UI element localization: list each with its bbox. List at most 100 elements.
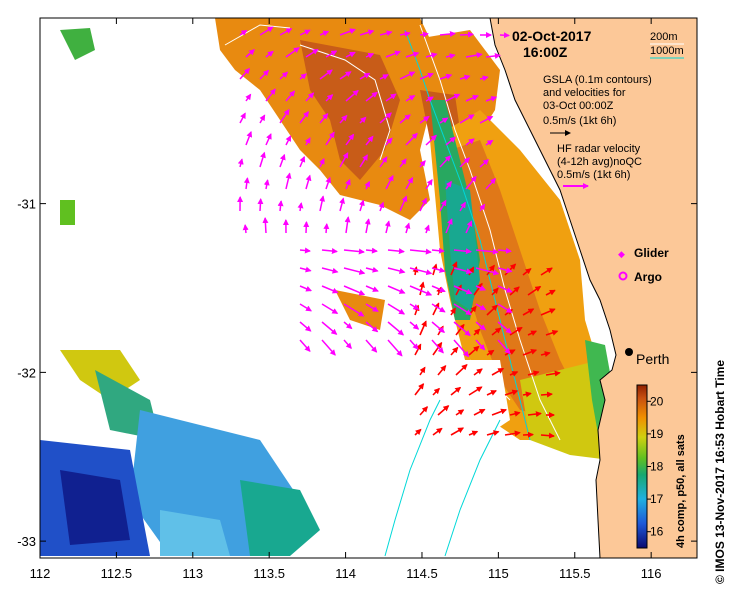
gsla-arrow bbox=[385, 93, 397, 102]
gsla-arrow bbox=[325, 176, 332, 190]
hf-arrow bbox=[473, 408, 486, 416]
gsla-arrow bbox=[299, 285, 312, 292]
gsla-arrow bbox=[475, 321, 486, 331]
gsla-arrow bbox=[387, 321, 405, 336]
gsla-arrow bbox=[359, 154, 368, 168]
gsla-arrow bbox=[379, 112, 392, 124]
gsla-arrow bbox=[319, 30, 330, 37]
hf-arrow bbox=[419, 406, 429, 416]
gsla-arrow bbox=[399, 158, 407, 168]
gsla-scale: 0.5m/s (1kt 6h) bbox=[543, 115, 616, 127]
gsla-arrow bbox=[419, 72, 434, 80]
gsla-arrow bbox=[345, 51, 356, 58]
hf-arrow bbox=[473, 368, 483, 376]
glider-icon: ◆ bbox=[618, 250, 625, 260]
gsla-arrow bbox=[365, 266, 379, 273]
x-tick-label: 113.5 bbox=[253, 566, 285, 581]
gsla-arrow bbox=[399, 31, 411, 37]
hf-arrow bbox=[486, 390, 497, 396]
gsla-arrow bbox=[279, 108, 290, 124]
x-tick-label: 115 bbox=[488, 566, 509, 581]
gsla-arrow bbox=[497, 247, 512, 254]
gsla-arrow bbox=[263, 179, 270, 190]
hf-arrow bbox=[455, 284, 462, 296]
gsla-arrow bbox=[431, 321, 446, 333]
gsla-arrow bbox=[378, 201, 385, 212]
hf-arrow bbox=[540, 267, 553, 276]
gsla-arrow bbox=[299, 73, 307, 80]
gsla-arrow bbox=[259, 114, 266, 124]
hf-arrow bbox=[486, 264, 495, 276]
gsla-arrow bbox=[445, 53, 456, 60]
gsla-arrow bbox=[439, 117, 449, 124]
gsla-arrow bbox=[285, 135, 292, 146]
gsla-arrow bbox=[343, 303, 365, 317]
gsla-arrow bbox=[285, 172, 292, 190]
x-tick-label: 116 bbox=[641, 566, 662, 581]
hf-arrow bbox=[473, 328, 481, 336]
gsla-arrow bbox=[257, 198, 264, 212]
info-legend: GSLA (0.1m contours) and velocities for … bbox=[543, 74, 652, 189]
gsla-arrow bbox=[305, 174, 312, 190]
gsla-arrow bbox=[459, 74, 471, 81]
gsla-arrow bbox=[497, 321, 512, 334]
gsla-arrow bbox=[399, 114, 411, 124]
hf-arrow bbox=[432, 427, 443, 436]
hf-arrow bbox=[432, 387, 440, 396]
gsla-arrow bbox=[299, 29, 311, 36]
gsla-arrow bbox=[239, 67, 251, 80]
gsla-arrow bbox=[321, 285, 339, 294]
hf-arrow bbox=[486, 430, 500, 436]
hf-arrow bbox=[437, 405, 450, 416]
gsla-arrow bbox=[453, 285, 473, 295]
hf-arrow bbox=[455, 323, 465, 336]
gsla-arrow bbox=[485, 52, 501, 59]
hf-arrow bbox=[509, 286, 520, 296]
gsla-arrow bbox=[479, 203, 486, 212]
gsla-arrow bbox=[497, 303, 513, 314]
gsla-arrow bbox=[439, 199, 447, 212]
hf-arrow bbox=[545, 329, 559, 336]
gsla-velocity-arrows bbox=[237, 26, 513, 358]
gsla-arrow bbox=[299, 266, 312, 273]
gsla-arrow bbox=[409, 321, 420, 330]
gsla-arrow bbox=[453, 339, 470, 358]
gsla-arrow bbox=[384, 220, 391, 234]
gsla-arrow bbox=[409, 303, 420, 310]
hf-arrow bbox=[545, 289, 556, 296]
x-tick-label: 113 bbox=[182, 566, 203, 581]
gsla-arrow bbox=[459, 201, 466, 212]
gsla-arrow bbox=[405, 176, 414, 190]
hf-arrow bbox=[486, 304, 498, 316]
gsla-arrow bbox=[339, 114, 348, 124]
hf-arrow bbox=[540, 432, 555, 439]
gsla-arrow bbox=[475, 267, 500, 276]
gsla-line1: GSLA (0.1m contours) bbox=[543, 74, 652, 86]
gsla-arrow bbox=[245, 93, 252, 102]
gsla-arrow bbox=[343, 285, 366, 296]
hf-arrow bbox=[412, 266, 419, 276]
gsla-arrow bbox=[431, 285, 446, 293]
y-tick-label: -31 bbox=[17, 197, 36, 212]
hf-arrow bbox=[491, 408, 507, 416]
gsla-arrow bbox=[475, 303, 487, 311]
gsla-arrow bbox=[243, 177, 250, 190]
gsla-arrow bbox=[299, 247, 311, 254]
gsla-arrow bbox=[321, 339, 336, 356]
gsla-arrow bbox=[497, 339, 511, 355]
hf-arrow bbox=[522, 349, 538, 356]
gsla-arrow bbox=[325, 131, 335, 146]
hf-arrow bbox=[527, 330, 538, 337]
city-label: Perth bbox=[636, 351, 669, 367]
gsla-arrow bbox=[319, 157, 325, 168]
gsla-arrow bbox=[405, 95, 416, 102]
gsla-arrow bbox=[299, 155, 306, 168]
city-marker bbox=[625, 348, 633, 356]
hf-arrow bbox=[455, 363, 468, 376]
gsla-arrow bbox=[387, 267, 406, 274]
gsla-arrow bbox=[305, 92, 315, 102]
hf-arrow bbox=[540, 308, 556, 316]
gsla-arrow bbox=[497, 285, 513, 293]
gsla-arrow bbox=[479, 75, 489, 82]
gsla-arrow bbox=[385, 50, 401, 58]
